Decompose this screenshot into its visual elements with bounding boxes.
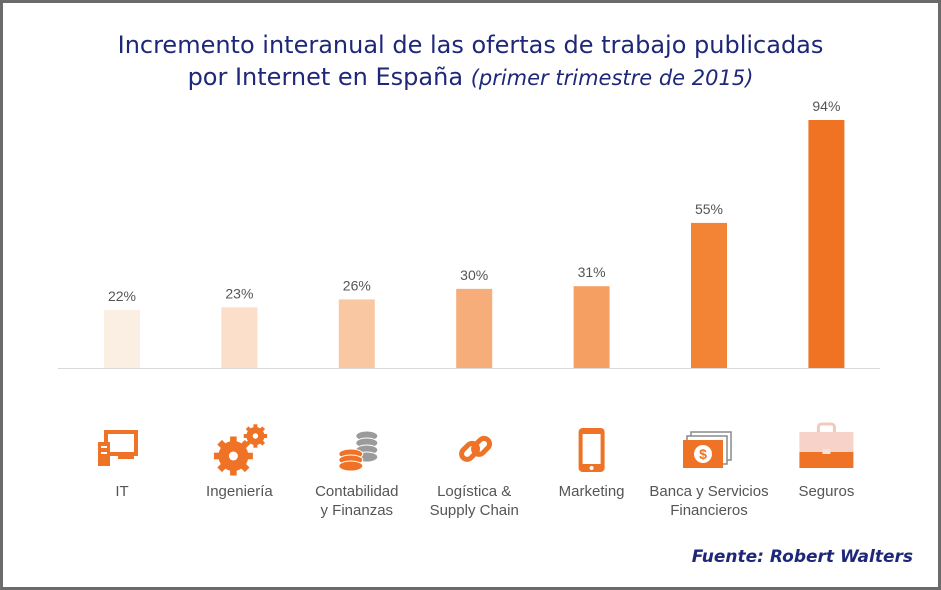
category-label: Logística & bbox=[437, 483, 511, 500]
data-label: 55% bbox=[695, 201, 723, 217]
source-label: Fuente: Robert Walters bbox=[691, 547, 913, 567]
category-label: Banca y Servicios bbox=[649, 483, 768, 500]
bar-4 bbox=[456, 288, 493, 368]
chart-title-note: (primer trimestre de 2015) bbox=[470, 66, 754, 90]
category-label: Financieros bbox=[670, 502, 748, 519]
data-label: 23% bbox=[225, 285, 253, 301]
banknotes-icon: $ bbox=[683, 431, 732, 468]
bar-2 bbox=[221, 307, 258, 368]
chart-title-line2: por Internet en España (primer trimestre… bbox=[0, 62, 941, 93]
coins-icon bbox=[338, 430, 379, 472]
data-label: 31% bbox=[578, 264, 606, 280]
category-label: y Finanzas bbox=[321, 502, 394, 519]
data-label: 22% bbox=[108, 288, 136, 304]
bar-5 bbox=[573, 286, 610, 368]
chart-title-main: por Internet en España bbox=[187, 63, 464, 91]
chart-title-line1: Incremento interanual de las ofertas de … bbox=[117, 31, 824, 59]
briefcase-icon bbox=[799, 422, 854, 468]
bar-6 bbox=[691, 222, 727, 368]
data-label: 26% bbox=[343, 277, 371, 293]
data-label: 30% bbox=[460, 267, 488, 283]
category-label: Marketing bbox=[559, 483, 625, 500]
bar-3 bbox=[338, 299, 375, 368]
category-label: Ingeniería bbox=[206, 483, 273, 500]
category-label: Seguros bbox=[798, 483, 854, 500]
data-label: 94% bbox=[812, 98, 840, 114]
bar-7 bbox=[808, 120, 845, 368]
svg-text:$: $ bbox=[699, 446, 707, 462]
category-label: IT bbox=[115, 483, 128, 500]
smartphone-icon bbox=[578, 428, 605, 472]
chain-link-icon bbox=[459, 435, 493, 462]
gears-icon bbox=[213, 424, 268, 476]
category-label: Contabilidad bbox=[315, 483, 398, 500]
computer-icon bbox=[98, 430, 138, 466]
bar-1 bbox=[104, 309, 140, 368]
category-label: Supply Chain bbox=[430, 502, 519, 519]
